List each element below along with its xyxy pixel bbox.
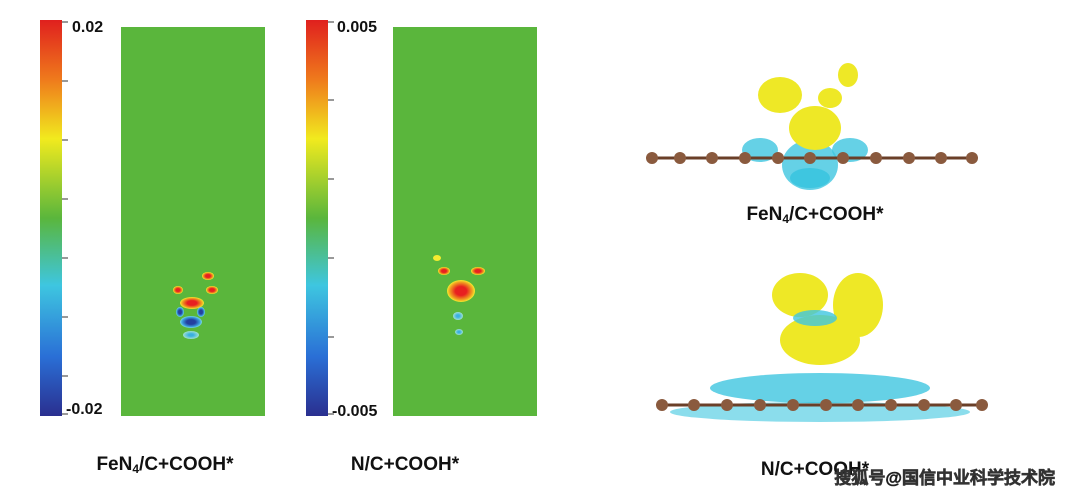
caption: FeN4/C+COOH* (96, 454, 234, 476)
map-panel: 0.02 -0.02 FeN4/C+COOH* (40, 19, 265, 476)
colorbar-ticks (62, 21, 68, 415)
colorbar-min: -0.005 (332, 403, 377, 420)
map-panel: 0.005 -0.005 N/C+COOH* (306, 19, 537, 475)
colorbar-max: 0.005 (337, 19, 377, 36)
density-map (121, 27, 265, 416)
colorbar-ticks (328, 21, 334, 415)
caption: FeN4/C+COOH* (746, 204, 884, 226)
colorbar-min: -0.02 (66, 401, 103, 418)
colorbar-max: 0.02 (72, 19, 103, 36)
density-map (393, 27, 537, 416)
structure: N/C+COOH* (656, 273, 988, 480)
caption: N/C+COOH* (351, 454, 460, 475)
colorbar (40, 20, 62, 416)
colorbar (306, 20, 328, 416)
caption: N/C+COOH* (761, 459, 870, 480)
watermark: 搜狐号@国信中业科学技术院 (834, 467, 1055, 487)
structure: FeN4/C+COOH* (646, 63, 978, 226)
